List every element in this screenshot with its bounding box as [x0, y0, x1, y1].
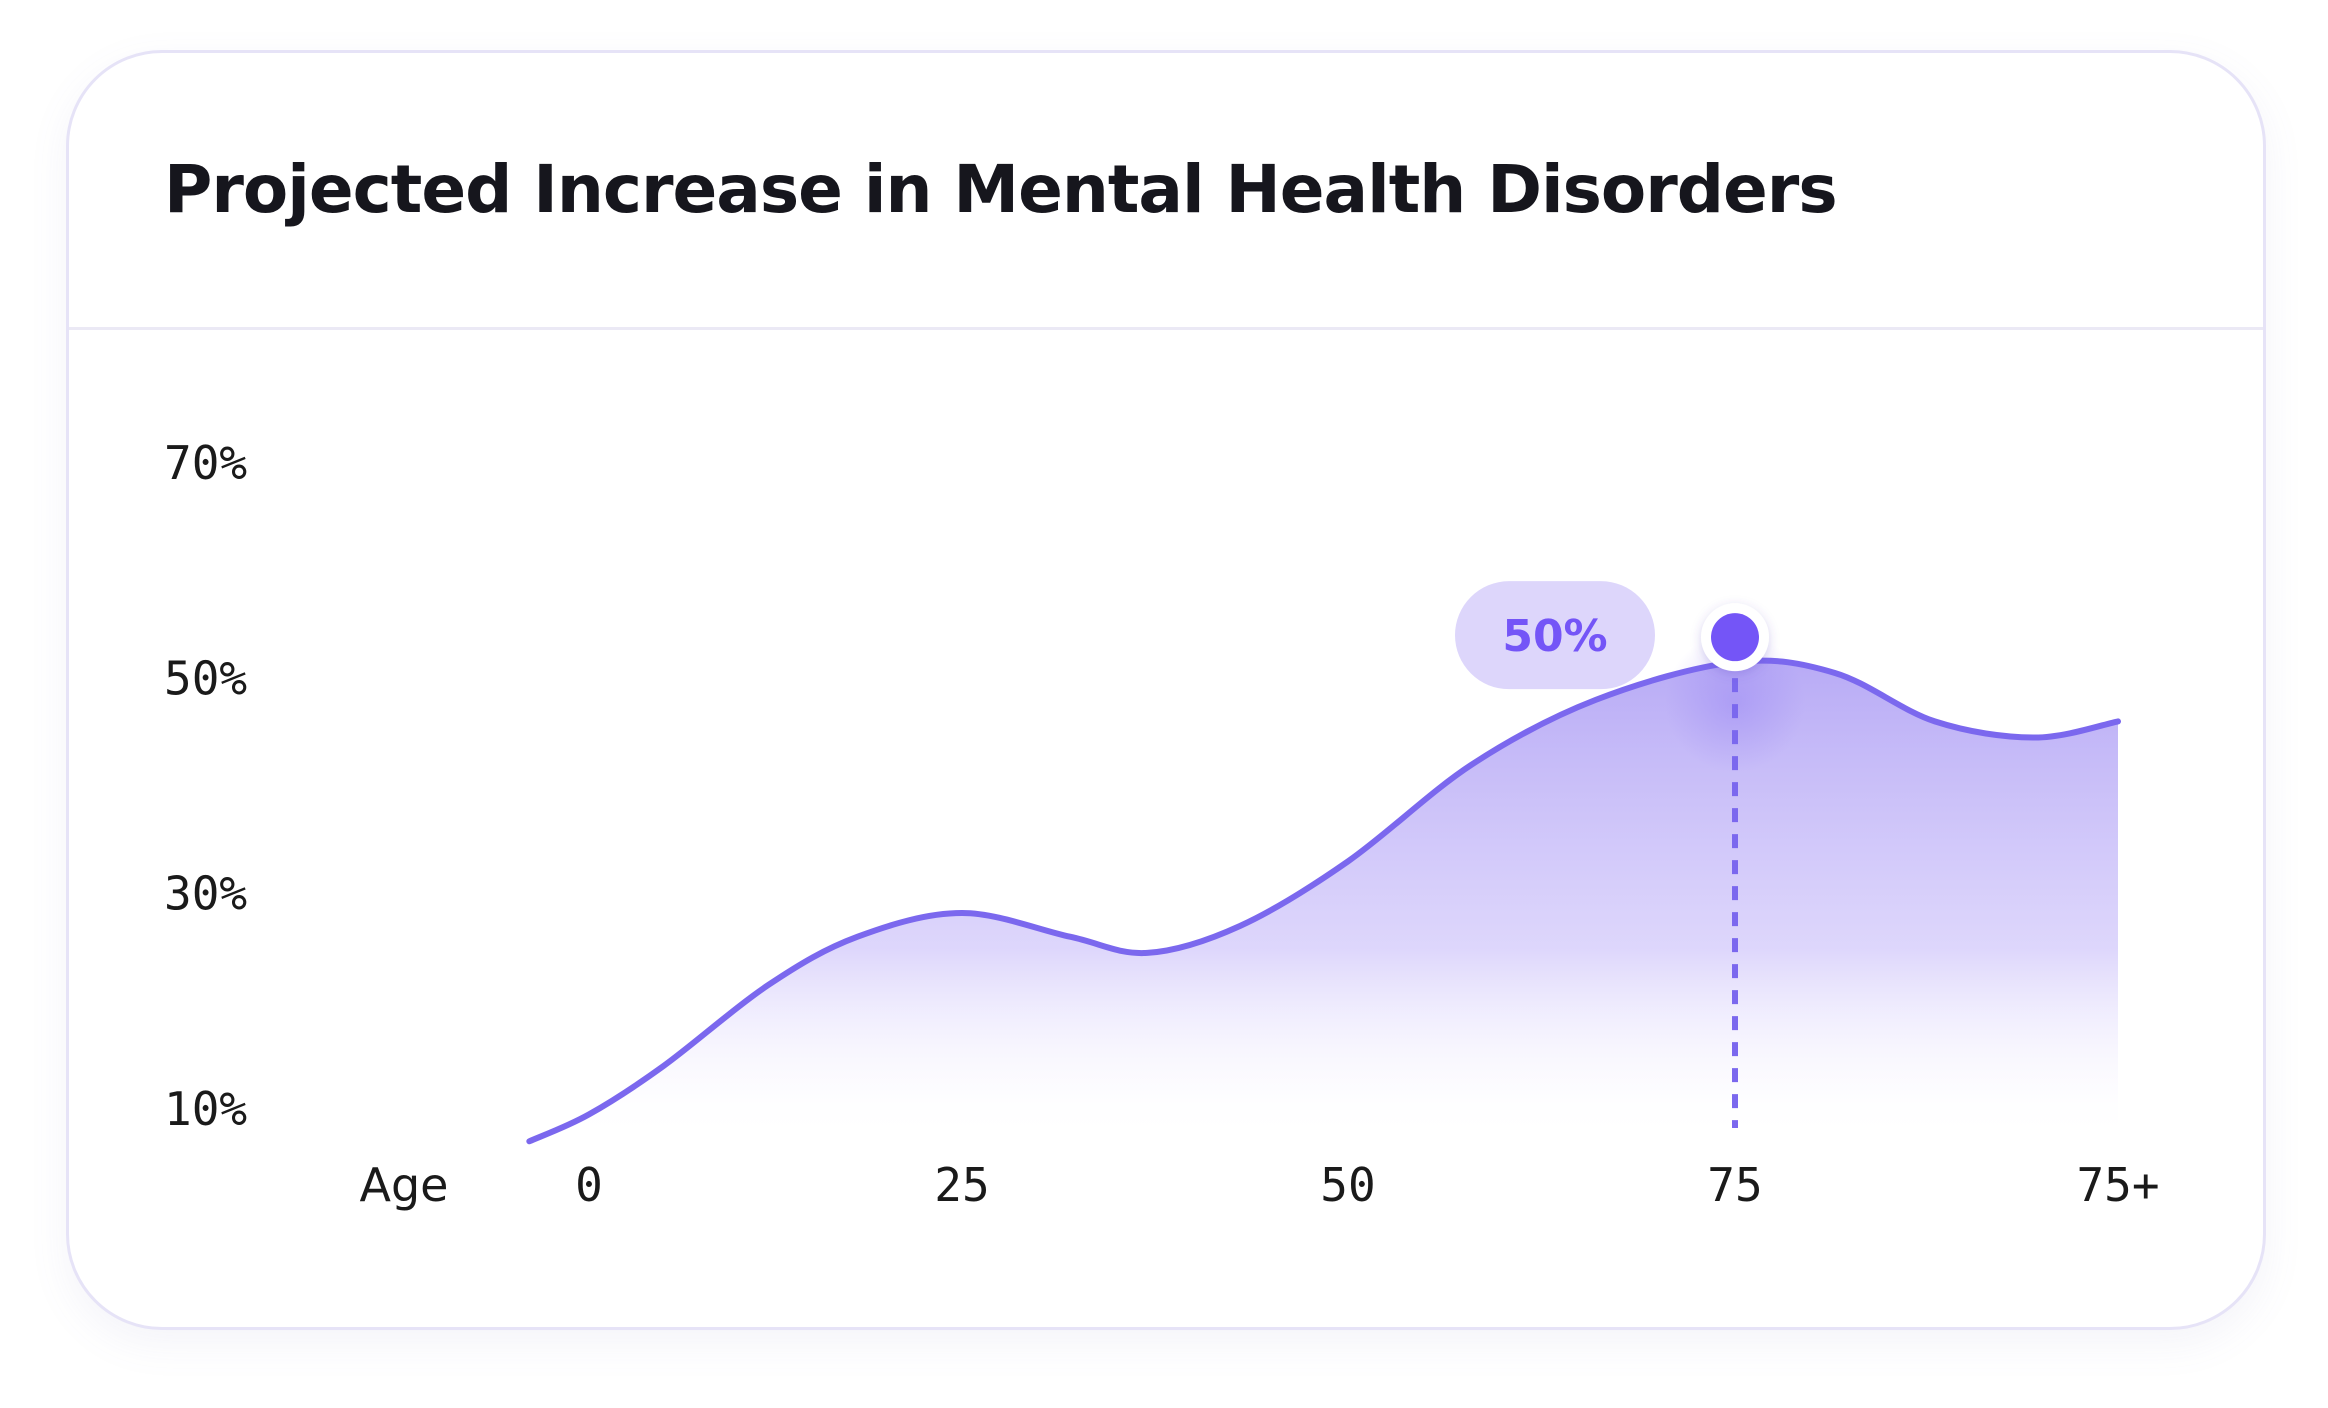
x-tick-label: 75+ — [2076, 1158, 2159, 1212]
card-header: Projected Increase in Mental Health Diso… — [69, 53, 2263, 330]
x-tick-label: 25 — [934, 1158, 989, 1212]
x-tick-label: 0 — [575, 1158, 603, 1212]
chart-title: Projected Increase in Mental Health Diso… — [164, 151, 1838, 228]
x-tick-label: 50 — [1320, 1158, 1375, 1212]
chart-card: Projected Increase in Mental Health Diso… — [66, 50, 2266, 1330]
area-chart: 10% 30% 50% 70% Age 0 25 50 75 75+ 50% — [164, 436, 2160, 1212]
tooltip-value: 50% — [1502, 611, 1607, 662]
y-tick-label: 70% — [164, 436, 247, 490]
y-tick-label: 30% — [164, 867, 247, 921]
series-line — [526, 657, 2121, 1145]
y-axis-ticks: 10% 30% 50% 70% — [164, 436, 247, 1136]
x-axis-label: Age — [360, 1158, 449, 1212]
x-axis-ticks: Age 0 25 50 75 75+ — [360, 1158, 2160, 1212]
y-tick-label: 50% — [164, 651, 247, 705]
plot-area: 50% — [526, 581, 2121, 1145]
tooltip-pill — [1455, 581, 1655, 690]
highlight-marker[interactable] — [1711, 613, 1759, 662]
y-tick-label: 10% — [164, 1082, 247, 1136]
x-tick-label: 75 — [1707, 1158, 1762, 1212]
area-fill — [529, 660, 2118, 1142]
